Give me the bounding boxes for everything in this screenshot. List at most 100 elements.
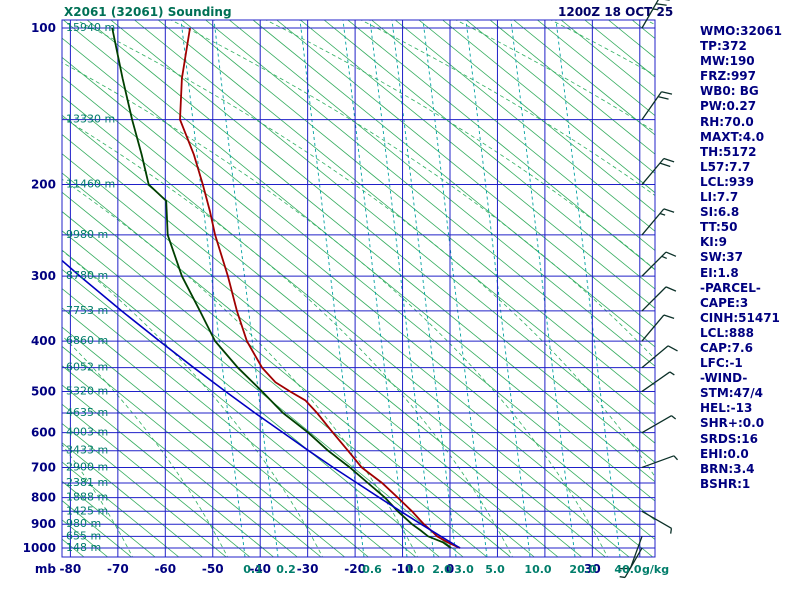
mixing-ratio-label: 3.0 [454, 563, 474, 576]
wind-barb [641, 314, 675, 342]
dry-adiabat-lines [62, 20, 655, 557]
stat-line: FRZ:997 [700, 69, 756, 84]
mixing-ratio-label: 2.0 [432, 563, 452, 576]
height-label: 148 m [66, 541, 101, 554]
wind-barb [641, 371, 675, 392]
pressure-tick-label: 200 [31, 178, 56, 192]
pressure-tick-label: 600 [31, 426, 56, 440]
height-label: 6052 m [66, 361, 108, 374]
mixing-ratio-label: 1.0 [405, 563, 425, 576]
chart-title: X2061 (32061) Sounding [64, 5, 232, 19]
mixing-ratio-label: 10.0 [524, 563, 551, 576]
stat-line: STM:47/4 [700, 386, 763, 401]
height-label: 3433 m [66, 444, 108, 457]
wind-barb [641, 208, 675, 236]
stat-line: EHI:0.0 [700, 446, 749, 461]
moist-adiabat-lines [62, 20, 655, 557]
height-label: 7753 m [66, 304, 108, 317]
wind-barb [641, 0, 670, 29]
stats-panel: WMO:32061 TP:372 MW:190 FRZ:997 WB0: BG PW:0.… [700, 24, 798, 492]
height-label: 1888 m [66, 491, 108, 504]
stat-line: RH:70.0 [700, 114, 754, 129]
mixing-ratio-label: 20.0 [569, 563, 596, 576]
height-label: 4635 m [66, 406, 108, 419]
height-label: 5320 m [66, 384, 108, 397]
stat-line: CAP:7.6 [700, 340, 753, 355]
isotherm-gridlines [69, 20, 641, 557]
height-label: 980 m [66, 517, 101, 530]
wind-barb [641, 455, 679, 469]
height-label: 9980 m [66, 228, 108, 241]
temperature-tick-label: -50 [202, 562, 224, 576]
height-label: 2900 m [66, 460, 108, 473]
stat-line: SRDS:16 [700, 431, 758, 446]
stat-line: MW:190 [700, 54, 755, 69]
stat-line: TT:50 [700, 220, 738, 235]
height-label: 15940 m [66, 21, 115, 34]
pressure-tick-label: 800 [31, 491, 56, 505]
stat-line: WMO:32061 [700, 24, 782, 38]
pressure-tick-label: 900 [31, 517, 56, 531]
wind-barb [641, 415, 677, 434]
height-label: 13330 m [66, 113, 115, 126]
pressure-gridlines [62, 27, 655, 549]
wind-barb [641, 251, 677, 277]
stat-line: PW:0.27 [700, 99, 757, 114]
stat-line: SW:37 [700, 250, 744, 265]
stat-line: LCL:888 [700, 325, 754, 340]
stat-line: -PARCEL- [700, 280, 761, 295]
stat-line: BSHR:1 [700, 476, 751, 491]
pressure-tick-label: 400 [31, 334, 56, 348]
mb-axis-label: mb [35, 562, 57, 576]
temperature-tick-label: 30 [584, 562, 601, 576]
wind-barb [641, 345, 678, 369]
stat-line: TH:5172 [700, 144, 757, 159]
wind-barb [619, 536, 643, 570]
temperature-tick-label: -60 [154, 562, 176, 576]
mixing-ratio-label: 0.6 [362, 563, 382, 576]
pressure-tick-label: 500 [31, 384, 56, 398]
temperature-tick-label: 0 [446, 562, 454, 576]
wind-barbs [619, 0, 679, 579]
stat-line: LCL:939 [700, 174, 754, 189]
pressure-tick-label: 1000 [23, 541, 56, 555]
mixing-ratio-label: 5.0 [485, 563, 505, 576]
temperature-tick-label: -10 [392, 562, 414, 576]
height-label: 8780 m [66, 269, 108, 282]
stat-line: MAXT:4.0 [700, 129, 765, 144]
wind-barb [641, 157, 675, 185]
height-label: 2381 m [66, 476, 108, 489]
stat-line: WB0: BG [700, 84, 759, 99]
stat-line: CINH:51471 [700, 310, 780, 325]
wind-barb [641, 510, 673, 534]
stat-line: LFC:-1 [700, 356, 743, 371]
wind-barb [641, 286, 677, 312]
stat-line: SI:6.8 [700, 205, 740, 220]
temperature-curve [179, 27, 461, 549]
stat-line: CAPE:3 [700, 295, 749, 310]
parcel-curve [62, 259, 461, 549]
height-label: 655 m [66, 529, 101, 542]
temperature-tick-label: -70 [107, 562, 129, 576]
chart-datetime: 1200Z 18 OCT 25 [558, 5, 674, 19]
plot-border [61, 19, 656, 558]
mixing-ratio-label: 40.0 [614, 563, 641, 576]
stat-line: -WIND- [700, 371, 748, 386]
stat-line: BRN:3.4 [700, 461, 755, 476]
dewpoint-curve [111, 27, 452, 549]
mixing-ratio-label: 0.1 [243, 563, 263, 576]
stat-line: EI:1.8 [700, 265, 739, 280]
temperature-tick-label: -30 [297, 562, 319, 576]
pressure-tick-label: 100 [31, 21, 56, 35]
stat-line: KI:9 [700, 235, 727, 250]
stat-line: SHR+:0.0 [700, 416, 765, 431]
temperature-tick-label: -40 [249, 562, 271, 576]
height-label: 11460 m [66, 178, 115, 191]
wind-barb [641, 91, 673, 120]
sounding-curves [62, 27, 461, 549]
stat-line: L57:7.7 [700, 159, 751, 174]
temperature-tick-label: -80 [60, 562, 82, 576]
